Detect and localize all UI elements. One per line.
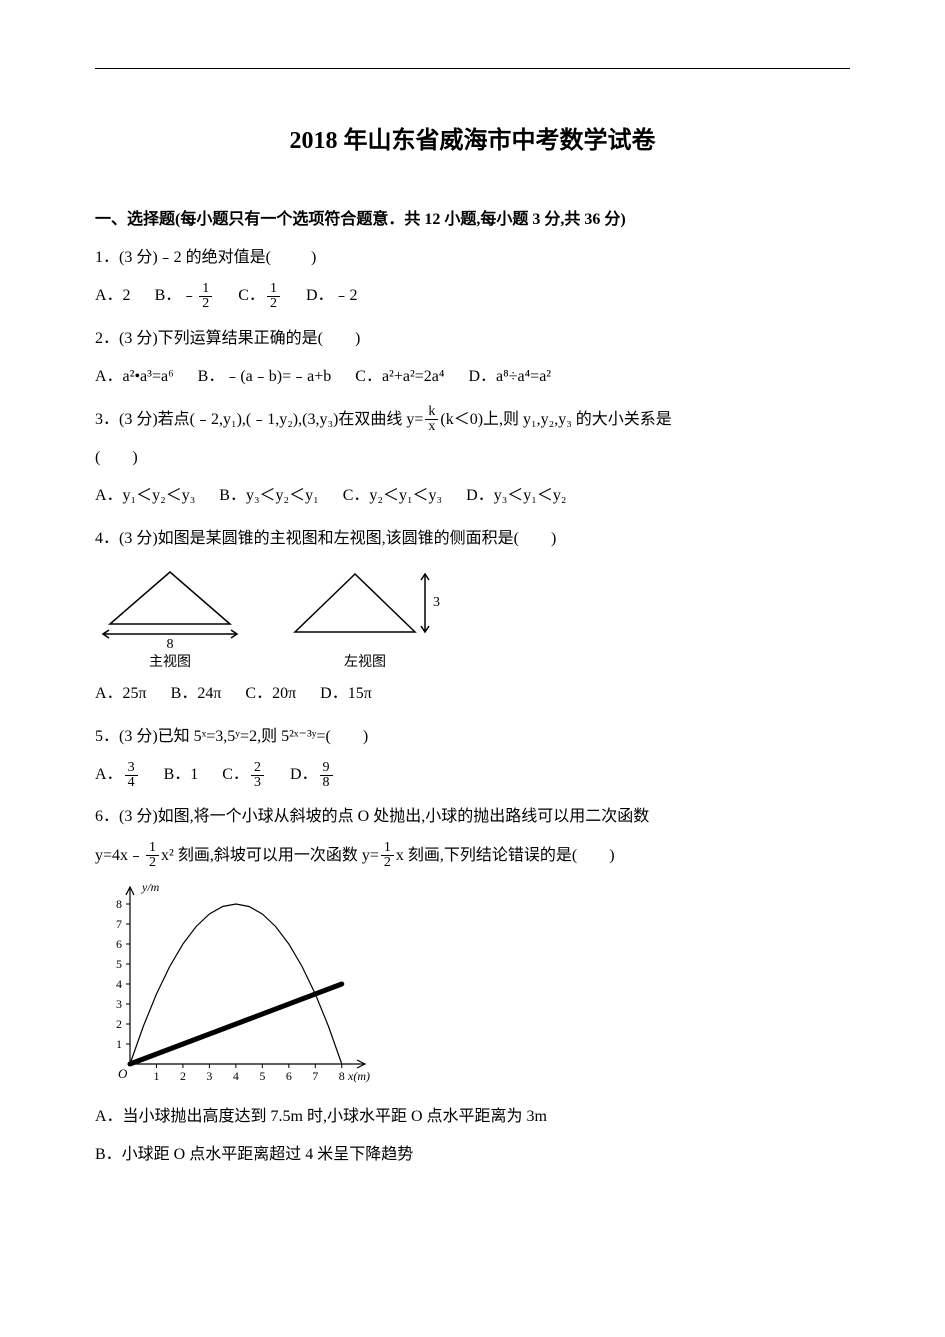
svg-text:2: 2 (180, 1069, 186, 1083)
q6-optA: A．当小球抛出高度达到 7.5m 时,小球水平距 O 点水平距离为 3m (95, 1102, 850, 1132)
q3-stem-p1: 3．(3 分)若点(﹣2,y₁),(﹣1,y₂),(3,y₃)在双曲线 y= (95, 405, 423, 435)
q5-optC: C． 2 3 (222, 760, 266, 790)
svg-text:O: O (118, 1066, 128, 1081)
q6-optB: B．小球距 O 点水平距离超过 4 米呈下降趋势 (95, 1140, 850, 1170)
q3-optC: C．y₂＜y₁＜y₃ (343, 481, 442, 511)
svg-text:6: 6 (286, 1069, 292, 1083)
svg-text:6: 6 (116, 937, 122, 951)
q1-optD: D．﹣2 (306, 281, 358, 311)
fraction: 9 8 (320, 761, 333, 790)
top-rule (95, 68, 850, 69)
q4-optC: C．20π (245, 679, 296, 709)
q5-optB: B．1 (164, 760, 199, 790)
svg-text:1: 1 (116, 1037, 122, 1051)
q2-optA: A．a²•a³=a⁶ (95, 362, 174, 392)
fraction: 2 3 (251, 761, 264, 790)
trajectory-chart: 1234567812345678x(m)y/mO (95, 879, 375, 1089)
question-1: 1．(3 分)﹣2 的绝对值是( ) (95, 243, 850, 273)
q3-options: A．y₁＜y₂＜y₃ B．y₃＜y₂＜y₁ C．y₂＜y₁＜y₃ D．y₃＜y₁… (95, 481, 850, 511)
fraction: k x (425, 405, 438, 434)
fraction: 1 2 (146, 841, 159, 870)
q1-options: A．2 B．﹣ 1 2 C． 1 2 D．﹣2 (95, 281, 850, 311)
question-3: 3．(3 分)若点(﹣2,y₁),(﹣1,y₂),(3,y₃)在双曲线 y= k… (95, 405, 850, 435)
q5-optA: A． 3 4 (95, 760, 140, 790)
svg-text:7: 7 (312, 1069, 318, 1083)
main-view-diagram: 8 (95, 564, 245, 649)
q2-optC: C．a²+a²=2a⁴ (355, 362, 444, 392)
base-width-label: 8 (167, 637, 174, 649)
svg-text:2: 2 (116, 1017, 122, 1031)
main-view-block: 8 主视图 (95, 564, 245, 671)
svg-text:3: 3 (116, 997, 122, 1011)
q4-options: A．25π B．24π C．20π D．15π (95, 679, 850, 709)
page-title: 2018 年山东省威海市中考数学试卷 (95, 120, 850, 155)
q1-optC: C． 1 2 (238, 281, 282, 311)
q3-stem-p3: ( ) (95, 443, 850, 473)
q4-optA: A．25π (95, 679, 147, 709)
height-label: 3 (433, 595, 440, 610)
q3-optA: A．y₁＜y₂＜y₃ (95, 481, 195, 511)
q4-optD: D．15π (320, 679, 372, 709)
q3-optB: B．y₃＜y₂＜y₁ (219, 481, 318, 511)
q1-stem-suffix: ) (311, 249, 316, 266)
q3-stem-p2: (k＜0)上,则 y₁,y₂,y₃ 的大小关系是 (440, 405, 671, 435)
q1-optB: B．﹣ 1 2 (155, 281, 215, 311)
side-view-label: 左视图 (344, 651, 386, 671)
question-6-line1: 6．(3 分)如图,将一个小球从斜坡的点 O 处抛出,小球的抛出路线可以用二次函… (95, 802, 850, 832)
svg-text:8: 8 (339, 1069, 345, 1083)
section-header: 一、选择题(每小题只有一个选项符合题意．共 12 小题,每小题 3 分,共 36… (95, 205, 850, 229)
q1-stem-prefix: 1．(3 分)﹣2 的绝对值是( (95, 249, 271, 266)
q4-optB: B．24π (171, 679, 222, 709)
svg-text:3: 3 (206, 1069, 212, 1083)
question-6-line2: y=4x﹣ 1 2 x² 刻画,斜坡可以用一次函数 y= 1 2 x 刻画,下列… (95, 841, 850, 871)
q1-optA: A．2 (95, 281, 131, 311)
svg-text:y/m: y/m (141, 880, 160, 894)
question-5: 5．(3 分)已知 5ˣ=3,5ʸ=2,则 5²ˣ⁻³ʸ=( ) (95, 722, 850, 752)
svg-text:5: 5 (259, 1069, 265, 1083)
question-4: 4．(3 分)如图是某圆锥的主视图和左视图,该圆锥的侧面积是( ) (95, 524, 850, 554)
svg-text:4: 4 (116, 977, 122, 991)
q2-optD: D．a⁸÷a⁴=a² (468, 362, 551, 392)
side-view-diagram: 3 (285, 564, 445, 649)
question-2: 2．(3 分)下列运算结果正确的是( ) (95, 324, 850, 354)
main-view-label: 主视图 (149, 651, 191, 671)
q4-diagrams: 8 主视图 3 左视图 (95, 564, 850, 671)
fraction: 1 2 (199, 282, 212, 311)
blank (275, 249, 307, 266)
q5-options: A． 3 4 B．1 C． 2 3 D． 9 8 (95, 760, 850, 790)
q2-optB: B．﹣(a﹣b)=﹣a+b (198, 362, 332, 392)
svg-text:8: 8 (116, 897, 122, 911)
svg-text:5: 5 (116, 957, 122, 971)
q3-optD: D．y₃＜y₁＜y₂ (466, 481, 566, 511)
svg-text:1: 1 (153, 1069, 159, 1083)
fraction: 1 2 (267, 282, 280, 311)
svg-text:7: 7 (116, 917, 122, 931)
fraction: 1 2 (381, 841, 394, 870)
svg-text:x(m): x(m) (347, 1069, 370, 1083)
q6-chart: 1234567812345678x(m)y/mO (95, 879, 850, 1094)
fraction: 3 4 (125, 761, 138, 790)
svg-text:4: 4 (233, 1069, 239, 1083)
q5-optD: D． 9 8 (290, 760, 335, 790)
q2-options: A．a²•a³=a⁶ B．﹣(a﹣b)=﹣a+b C．a²+a²=2a⁴ D．a… (95, 362, 850, 392)
side-view-block: 3 左视图 (285, 564, 445, 671)
